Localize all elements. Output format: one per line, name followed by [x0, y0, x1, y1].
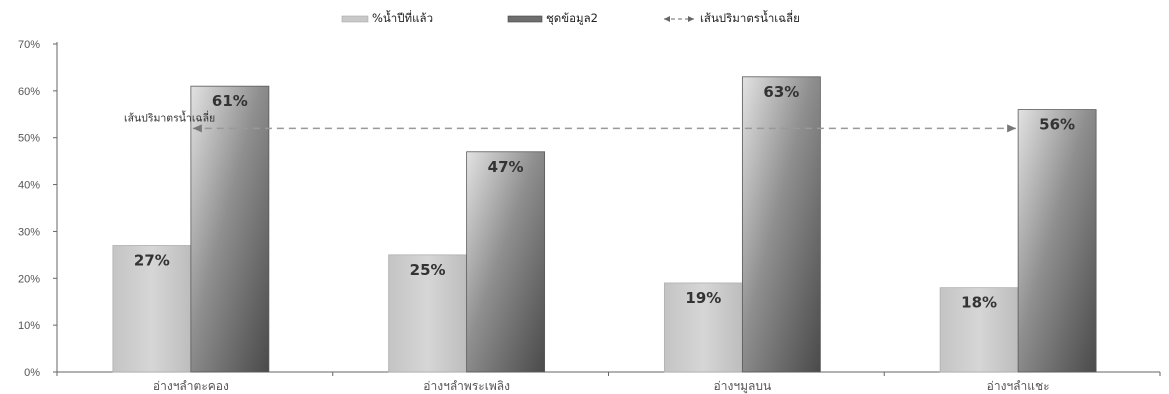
bar-last-year: [663, 282, 743, 373]
y-tick-label: 40%: [18, 180, 40, 192]
y-tick-label: 60%: [18, 86, 40, 98]
reference-arrow-right: [1007, 124, 1017, 133]
data-label: 47%: [488, 158, 524, 176]
data-label: 27%: [134, 251, 170, 269]
data-label: 56%: [1039, 116, 1075, 134]
bar-last-year: [112, 245, 192, 373]
legend-arrow-left: [664, 16, 670, 22]
legend: %น้ำปีที่แล้ว ชุดข้อมูล2 เส้นปริมาตรน้ำเฉล…: [341, 10, 800, 25]
legend-swatch-dataset-2: [507, 15, 543, 23]
y-tick-label: 10%: [18, 320, 40, 332]
y-tick-label: 20%: [18, 273, 40, 285]
data-label: 19%: [685, 289, 721, 307]
reference-line-annotation: เส้นปริมาตรน้ำเฉลี่ย: [124, 110, 215, 124]
bar-dataset-2: [466, 151, 546, 373]
reference-arrow-left: [192, 124, 202, 133]
x-category-label: อ่างฯลำแชะ: [987, 379, 1050, 393]
legend-label-dataset-2: ชุดข้อมูล2: [546, 11, 598, 25]
data-label: 63%: [763, 83, 799, 101]
x-category-label: อ่างฯมูลบน: [714, 379, 772, 394]
y-tick-label: 30%: [18, 226, 40, 238]
bar-dataset-2: [741, 76, 821, 373]
legend-arrow-right: [688, 16, 694, 22]
bar-last-year: [939, 287, 1019, 373]
data-label: 61%: [212, 92, 248, 110]
x-category-label: อ่างฯลำพระเพลิง: [423, 379, 510, 393]
axes: 0% 10% 20% 30% 40% 50% 60% 70% อ่างฯลำตะคอง อ่างฯ…: [18, 39, 1161, 394]
y-tick-label: 0%: [24, 367, 40, 379]
bar-dataset-2: [190, 85, 270, 373]
legend-swatch-last-year: [341, 15, 369, 23]
legend-label-reference-line: เส้นปริมาตรน้ำเฉลี่ย: [700, 10, 800, 25]
data-label: 25%: [410, 261, 446, 279]
bar-dataset-2: [1017, 109, 1097, 373]
y-tick-label: 70%: [18, 39, 40, 51]
x-category-label: อ่างฯลำตะคอง: [153, 379, 229, 393]
legend-label-last-year: %น้ำปีที่แล้ว: [372, 10, 433, 25]
data-labels: 27% 61% 25% 47% 19% 63% 18% 56%: [134, 83, 1075, 312]
data-label: 18%: [961, 294, 997, 312]
y-tick-label: 50%: [18, 133, 40, 145]
reference-line-group: เส้นปริมาตรน้ำเฉลี่ย: [124, 110, 1017, 133]
bar-last-year: [388, 254, 468, 373]
bars: [112, 76, 1097, 373]
